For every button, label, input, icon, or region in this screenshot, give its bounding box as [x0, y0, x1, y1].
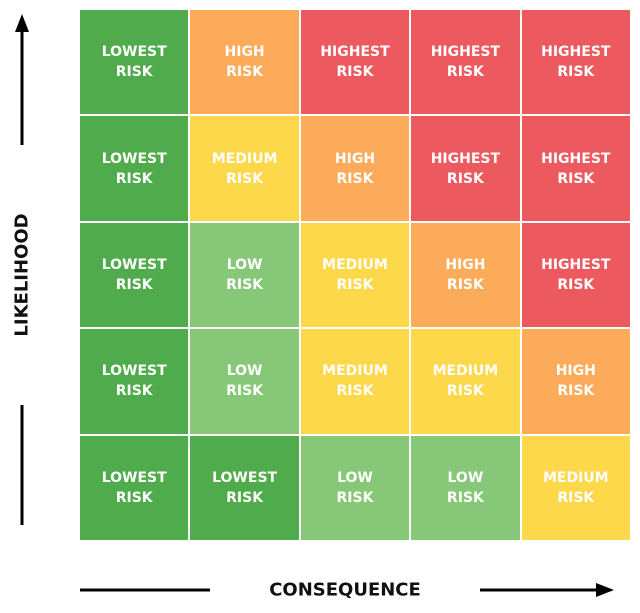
risk-cell: MEDIUM RISK [300, 222, 410, 328]
risk-label: RISK [446, 276, 484, 293]
risk-label: LOWEST [101, 256, 167, 273]
risk-label: LOWEST [101, 469, 167, 486]
risk-label: LOW [447, 469, 484, 486]
risk-label: HIGHEST [541, 256, 611, 273]
risk-cell: HIGHEST RISK [521, 10, 630, 115]
risk-label: RISK [226, 276, 264, 293]
risk-label: RISK [446, 170, 484, 187]
risk-cell: HIGH RISK [190, 10, 299, 115]
risk-label: RISK [115, 276, 153, 293]
risk-label: LOW [226, 363, 263, 380]
risk-label: RISK [226, 64, 264, 81]
risk-cell: LOWEST RISK [80, 222, 189, 328]
y-axis-label: LIKELIHOOD [11, 213, 33, 337]
risk-cell: LOW RISK [190, 222, 299, 328]
y-arrow-head [15, 14, 29, 32]
risk-label: HIGH [445, 256, 486, 273]
risk-cell: LOWEST RISK [80, 435, 189, 540]
risk-label: RISK [336, 64, 374, 81]
risk-cell: HIGH RISK [300, 116, 410, 221]
risk-label: RISK [446, 489, 484, 506]
risk-label: RISK [226, 489, 264, 506]
risk-label: LOW [226, 256, 263, 273]
risk-label: HIGHEST [430, 44, 501, 61]
risk-label: RISK [557, 276, 595, 293]
risk-label: RISK [336, 276, 374, 293]
risk-cell: HIGHEST RISK [521, 222, 630, 328]
matrix-grid: LOWEST RISK HIGH RISK HIGHEST RISK HIGHEST RISK… [80, 10, 630, 540]
risk-label: MEDIUM [322, 256, 388, 273]
risk-label: LOW [337, 469, 373, 486]
risk-cell: LOWEST RISK [80, 10, 189, 115]
risk-cell: HIGH RISK [411, 222, 520, 328]
risk-cell: HIGHEST RISK [411, 116, 520, 221]
risk-cell: MEDIUM RISK [300, 329, 410, 434]
risk-label: MEDIUM [432, 363, 499, 380]
risk-cell: LOW RISK [300, 435, 410, 540]
risk-label: HIGHEST [320, 44, 390, 61]
risk-label: RISK [446, 383, 484, 400]
risk-label: RISK [115, 489, 153, 506]
risk-cell: HIGHEST RISK [300, 10, 410, 115]
risk-cell: MEDIUM RISK [521, 435, 630, 540]
risk-label: LOWEST [101, 150, 167, 167]
risk-label: RISK [336, 383, 374, 400]
risk-cell: LOWEST RISK [80, 329, 189, 434]
risk-label: RISK [226, 383, 264, 400]
risk-cell: HIGH RISK [521, 329, 630, 434]
x-axis-label: CONSEQUENCE [269, 579, 421, 601]
risk-cell: LOW RISK [411, 435, 520, 540]
risk-cell: HIGHEST RISK [521, 116, 630, 221]
risk-cell: MEDIUM RISK [190, 116, 299, 221]
risk-label: MEDIUM [542, 469, 609, 486]
risk-label: RISK [557, 170, 595, 187]
risk-label: RISK [336, 489, 374, 506]
risk-label: RISK [226, 170, 264, 187]
risk-label: LOWEST [101, 44, 167, 61]
risk-label: RISK [336, 170, 374, 187]
risk-label: MEDIUM [211, 150, 278, 167]
risk-label: RISK [557, 383, 595, 400]
risk-label: HIGH [555, 363, 596, 380]
risk-cell: MEDIUM RISK [411, 329, 520, 434]
x-arrow-head [596, 583, 614, 597]
risk-label: RISK [115, 64, 153, 81]
risk-label: RISK [115, 170, 153, 187]
risk-label: HIGH [224, 44, 265, 61]
risk-label: RISK [557, 489, 595, 506]
risk-label: LOWEST [212, 469, 278, 486]
risk-cell: LOWEST RISK [80, 116, 189, 221]
risk-label: HIGHEST [541, 150, 611, 167]
risk-cell: HIGHEST RISK [411, 10, 520, 115]
risk-cell: LOW RISK [190, 329, 299, 434]
risk-cell: LOWEST RISK [190, 435, 299, 540]
risk-label: LOWEST [101, 363, 167, 380]
risk-label: HIGHEST [430, 150, 501, 167]
risk-label: RISK [115, 383, 153, 400]
risk-label: RISK [557, 64, 595, 81]
risk-label: MEDIUM [322, 363, 388, 380]
risk-label: RISK [446, 64, 484, 81]
risk-label: HIGH [334, 150, 376, 167]
risk-label: HIGHEST [541, 44, 611, 61]
